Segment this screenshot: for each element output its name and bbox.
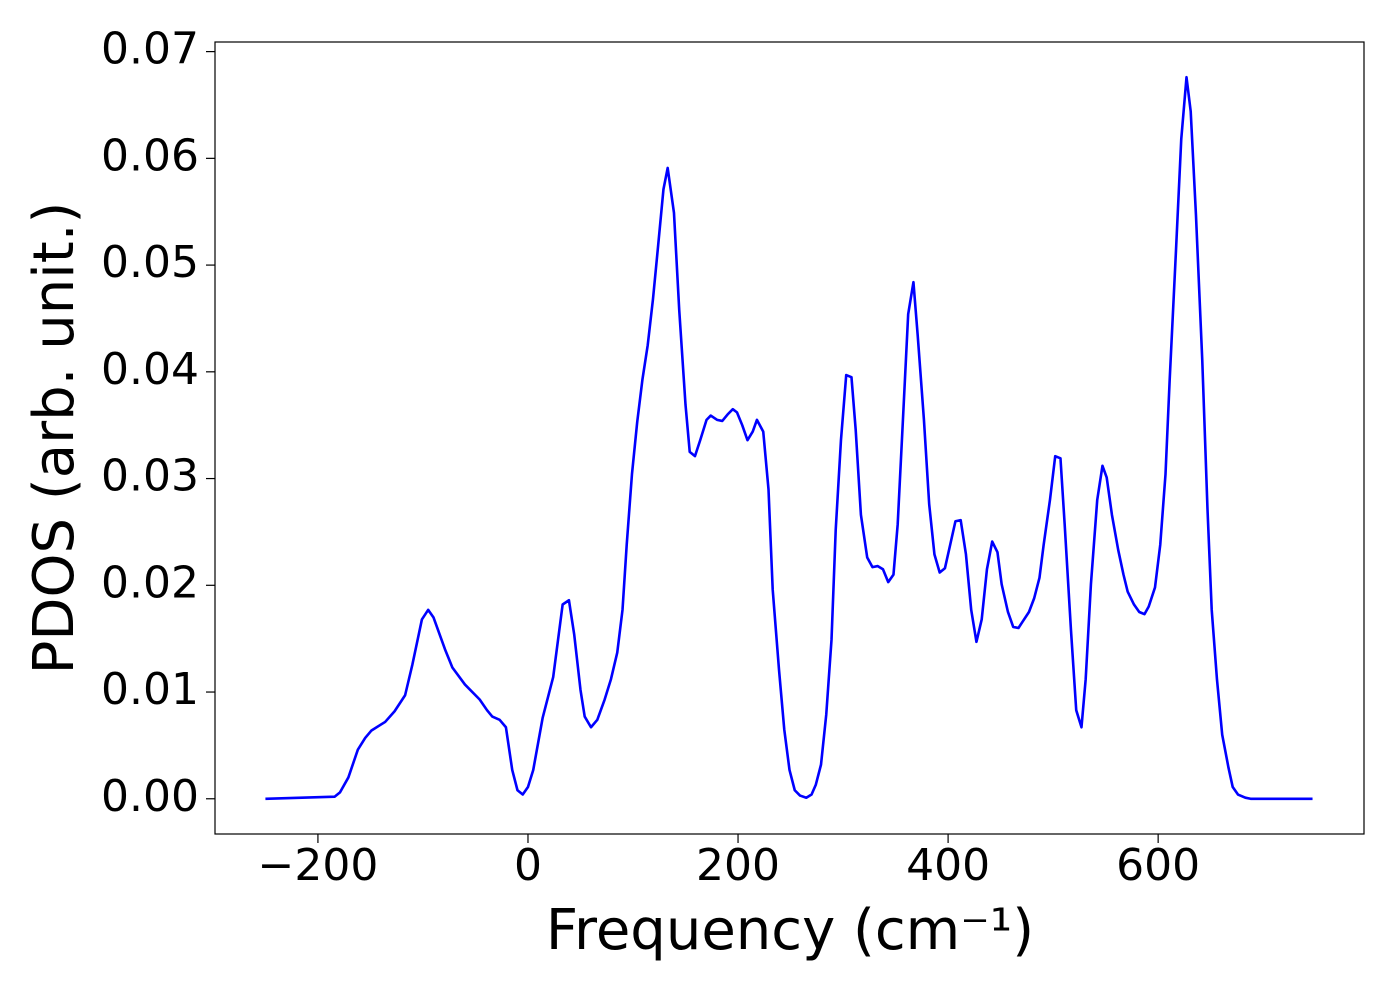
pdos-line	[265, 75, 1313, 801]
x-tick-label: 400	[906, 840, 990, 891]
y-tick-label: 0.07	[101, 24, 199, 75]
x-tick-label: 200	[696, 840, 780, 891]
y-axis-label: PDOS (arb. unit.)	[22, 202, 87, 675]
x-tick-label: 0	[514, 840, 542, 891]
x-axis-label: Frequency (cm⁻¹)	[546, 898, 1034, 963]
y-tick-label: 0.05	[101, 237, 199, 288]
y-tick-label: 0.04	[101, 344, 199, 395]
x-tick-label: −200	[257, 840, 378, 891]
y-tick-label: 0.06	[101, 130, 199, 181]
y-tick-label: 0.02	[101, 557, 199, 608]
y-tick-label: 0.00	[101, 771, 199, 822]
y-tick-label: 0.03	[101, 451, 199, 502]
plot-frame	[214, 41, 1365, 835]
y-tick-label: 0.01	[101, 664, 199, 715]
x-tick-label: 600	[1116, 840, 1200, 891]
